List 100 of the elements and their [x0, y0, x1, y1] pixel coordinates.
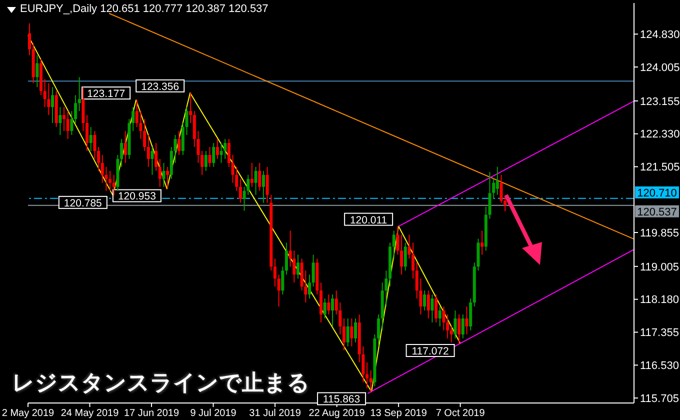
y-tick-label: 121.505: [640, 162, 680, 174]
candlestick: [216, 138, 219, 160]
candlestick: [465, 306, 468, 335]
candlestick: [442, 306, 446, 331]
candlestick: [162, 162, 166, 188]
x-tick-label: 17 Jun 2019: [124, 408, 180, 420]
candlestick: [284, 242, 288, 276]
data-label: 115.863: [322, 394, 360, 406]
y-tick-label: 115.705: [640, 392, 679, 405]
candlestick: [74, 94, 78, 124]
candlestick: [66, 110, 70, 140]
chart-title: EURJPY_,Daily 120.651 120.777 120.387 120.537: [20, 3, 268, 15]
y-tick-label: 124.005: [640, 62, 680, 74]
candlestick: [400, 234, 404, 276]
candlestick: [423, 290, 426, 311]
candlestick: [204, 150, 208, 172]
candlestick: [28, 22, 31, 56]
candlestick: [51, 86, 54, 124]
candlestick: [143, 118, 146, 152]
data-label: 123.356: [141, 80, 180, 93]
candlestick: [47, 82, 50, 116]
candlestick: [150, 146, 154, 176]
candlestick: [89, 126, 92, 152]
candlestick: [426, 290, 430, 319]
candlestick: [354, 318, 358, 343]
candlestick: [86, 114, 89, 152]
candlestick: [254, 166, 258, 196]
candlestick: [308, 274, 311, 300]
candlestick: [258, 162, 262, 192]
candlestick: [70, 110, 74, 136]
candlestick: [154, 142, 158, 172]
candlestick: [62, 106, 66, 132]
candlestick: [108, 170, 112, 192]
y-tick-label: 116.530: [640, 360, 679, 372]
candlestick: [488, 172, 492, 220]
candlestick: [396, 226, 400, 256]
candlestick: [480, 230, 484, 256]
candlestick: [377, 314, 380, 347]
candlestick: [224, 138, 227, 160]
candlestick: [408, 234, 411, 260]
candlestick: [227, 138, 230, 168]
candlestick: [461, 314, 464, 339]
candlestick: [124, 130, 127, 164]
y-tick-label: 118.180: [640, 294, 679, 306]
x-tick-label: 22 Aug 2019: [308, 408, 366, 420]
x-tick-label: 31 Jul 2019: [249, 408, 302, 420]
candlestick: [262, 170, 265, 204]
candlestick: [181, 122, 184, 156]
candlestick: [178, 130, 181, 156]
y-tick-label: 117.355: [640, 327, 679, 340]
candlestick: [78, 76, 81, 112]
candlestick: [93, 130, 96, 160]
candlestick: [238, 178, 242, 204]
data-label: 117.072: [412, 346, 450, 358]
candlestick: [58, 106, 62, 136]
ref-line-label: 120.710: [637, 187, 677, 200]
candlestick: [312, 254, 315, 288]
candlestick: [250, 162, 254, 188]
x-tick-label: 24 May 2019: [60, 408, 120, 420]
candlestick: [323, 298, 326, 319]
x-tick-label: 2 May 2019: [2, 408, 55, 420]
candlestick: [342, 318, 346, 351]
candlestick: [158, 158, 162, 188]
candlestick: [350, 318, 354, 347]
data-label: 123.177: [87, 88, 126, 100]
candlestick: [208, 146, 212, 168]
candlestick: [166, 166, 170, 190]
candlestick: [496, 166, 499, 196]
candlestick: [192, 110, 196, 148]
candlestick: [281, 266, 284, 296]
candlestick: [319, 282, 322, 323]
x-tick-label: 7 Oct 2019: [436, 408, 486, 420]
candlestick: [120, 138, 124, 168]
candlestick: [185, 106, 188, 136]
y-tick-label: 119.855: [640, 227, 679, 240]
candlestick: [458, 314, 461, 344]
candlestick: [112, 174, 116, 196]
data-label: 120.785: [64, 197, 102, 210]
ref-line-label: 120.537: [637, 206, 677, 218]
candlestick: [266, 166, 269, 204]
y-tick-label: 123.155: [640, 96, 680, 108]
candlestick: [82, 86, 85, 132]
candlestick: [296, 254, 300, 280]
y-tick-label: 122.330: [640, 128, 680, 141]
candlestick: [392, 230, 396, 260]
candlestick: [450, 326, 453, 343]
data-label: 120.953: [118, 190, 156, 203]
x-tick-label: 13 Sep 2019: [370, 408, 428, 420]
candlestick: [446, 314, 450, 339]
candlestick: [189, 92, 192, 124]
candlestick: [346, 318, 350, 347]
candlestick: [369, 370, 372, 392]
candlestick: [327, 294, 330, 315]
candlestick: [404, 242, 407, 272]
candlestick: [331, 294, 334, 327]
candlestick: [132, 106, 135, 132]
y-tick-label: 124.830: [640, 29, 680, 42]
annotation: レジスタンスラインで止まる: [12, 370, 310, 398]
x-tick-label: 9 Jul 2019: [190, 408, 237, 420]
candlestick: [430, 294, 434, 323]
